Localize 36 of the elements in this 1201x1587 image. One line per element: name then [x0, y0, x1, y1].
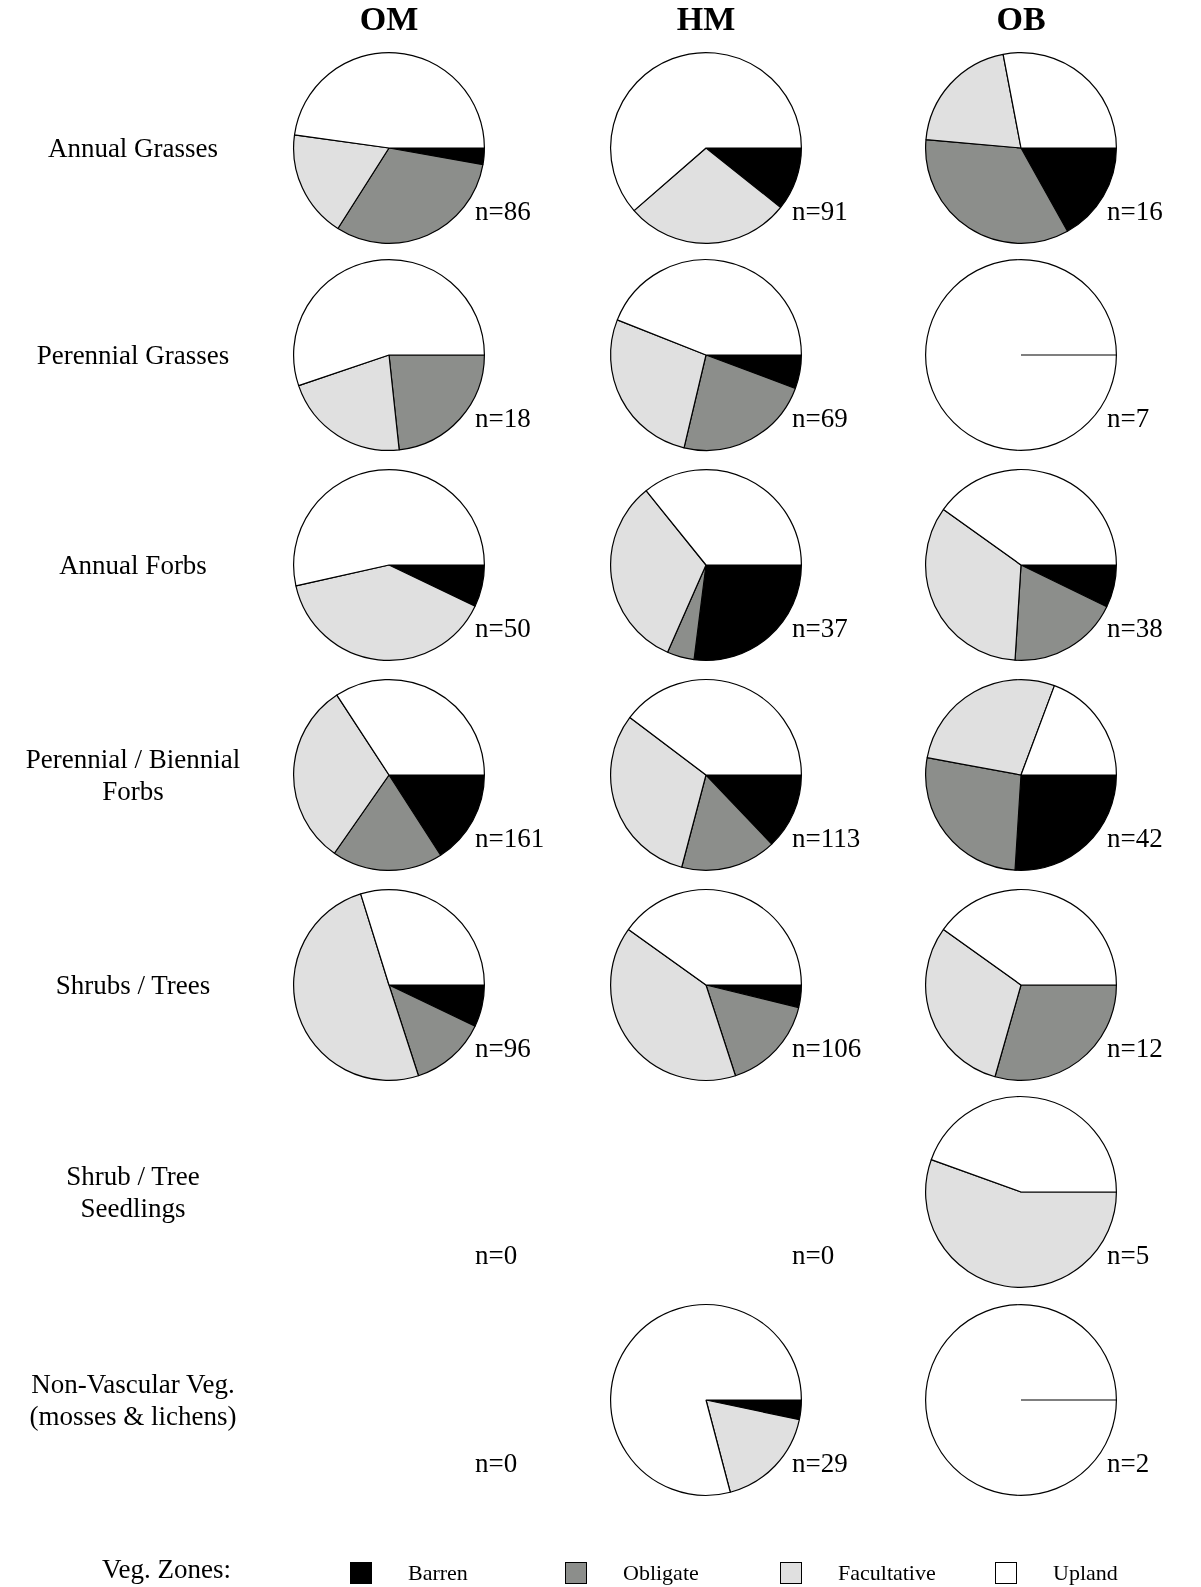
text: n=12 [1107, 1033, 1163, 1064]
text: n=69 [792, 403, 848, 434]
text: n=86 [475, 196, 531, 227]
text: n=161 [475, 823, 545, 854]
chart-title: OM [358, 0, 420, 38]
legend-label: Obligate [623, 1560, 699, 1586]
text: n=37 [792, 613, 848, 644]
text: n=0 [475, 1448, 518, 1479]
text: Annual Forbs [58, 548, 208, 582]
text: n=50 [475, 613, 531, 644]
text: n=38 [1107, 613, 1163, 644]
text: n=18 [475, 403, 531, 434]
text: Shrubs / Trees [54, 968, 212, 1002]
text: n=106 [792, 1033, 862, 1064]
legend-label: Barren [408, 1560, 468, 1586]
chart-title: HM [675, 0, 737, 38]
text: n=96 [475, 1033, 531, 1064]
text: n=0 [475, 1240, 518, 1271]
text: n=5 [1107, 1240, 1150, 1271]
text: Perennial Grasses [35, 338, 231, 372]
text: n=7 [1107, 403, 1150, 434]
text: Perennial / Biennial Forbs [24, 742, 242, 808]
text: n=42 [1107, 823, 1163, 854]
legend-title: Veg. Zones: [102, 1554, 231, 1585]
text: n=29 [792, 1448, 848, 1479]
legend-label: Facultative [838, 1560, 936, 1586]
text: Shrub / Tree Seedlings [65, 1159, 201, 1225]
text: Annual Grasses [46, 131, 220, 165]
text: n=16 [1107, 196, 1163, 227]
text: n=113 [792, 823, 861, 854]
text: n=91 [792, 196, 848, 227]
text: n=2 [1107, 1448, 1150, 1479]
text: n=0 [792, 1240, 835, 1271]
legend-label: Upland [1053, 1560, 1118, 1586]
chart-title: OB [995, 0, 1047, 38]
text: Non-Vascular Veg. (mosses & lichens) [28, 1367, 238, 1433]
